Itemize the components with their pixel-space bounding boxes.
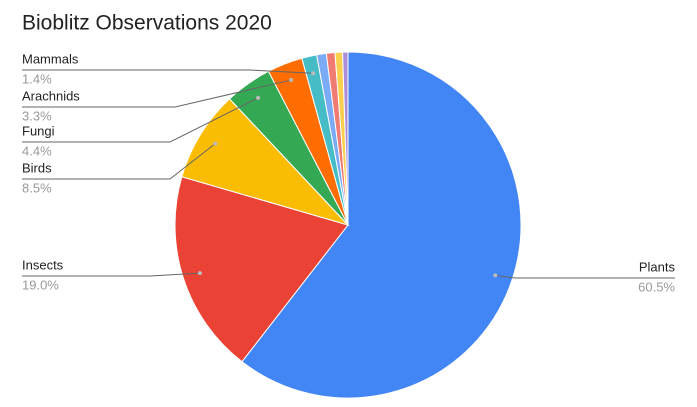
slice-label: Insects	[22, 257, 64, 272]
leader-line	[22, 79, 292, 108]
leader-line	[22, 272, 200, 277]
leader-dot	[197, 271, 202, 276]
leader-dot	[311, 71, 316, 76]
chart-title: Bioblitz Observations 2020	[22, 12, 272, 35]
pie-slice	[342, 51, 349, 226]
pie-slice	[241, 51, 522, 399]
pie-slice	[181, 98, 350, 226]
pie-slice	[174, 176, 349, 363]
leader-dot	[256, 95, 261, 100]
leader-line	[22, 97, 259, 143]
slice-label: Fungi	[22, 123, 55, 138]
slice-value-label: 3.3%	[22, 108, 52, 123]
leader-dot	[289, 78, 294, 83]
slice-label: Mammals	[22, 51, 79, 66]
slice-label: Arachnids	[22, 88, 80, 103]
slice-value-label: 19.0%	[22, 277, 59, 292]
leader-line	[22, 69, 314, 74]
slice-label: Birds	[22, 160, 52, 175]
leader-dot	[493, 273, 498, 278]
slice-value-label: 8.5%	[22, 180, 52, 195]
slice-value-label: 4.4%	[22, 143, 52, 158]
leader-line	[495, 274, 675, 279]
slice-label: Plants	[639, 259, 676, 274]
leader-line	[22, 143, 216, 180]
leader-dot	[213, 141, 218, 146]
slice-value-label: 60.5%	[638, 279, 675, 294]
slice-value-label: 1.4%	[22, 71, 52, 86]
